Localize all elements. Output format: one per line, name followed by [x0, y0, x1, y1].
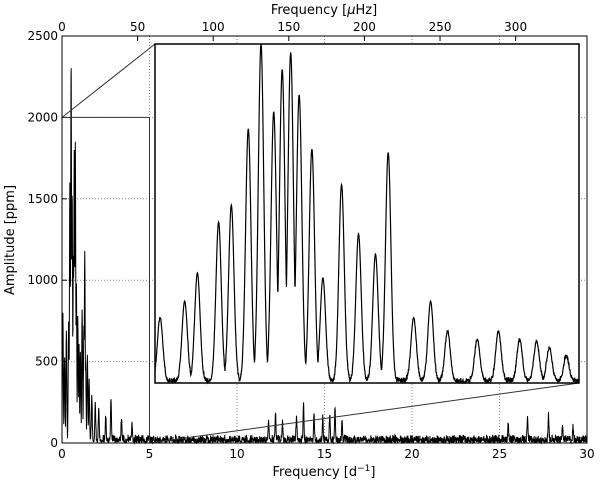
x-tick-label: 0 [58, 447, 66, 461]
top-axis-label: Frequency [µHz] [271, 3, 377, 18]
y-tick-label: 2500 [27, 29, 58, 43]
inset-layer [61, 43, 580, 444]
y-tick-label: 1000 [27, 273, 58, 287]
y-tick-label: 1500 [27, 192, 58, 206]
x-tick-label: 25 [492, 447, 507, 461]
top-x-tick-label: 250 [429, 20, 452, 34]
series-line-inset [154, 43, 580, 385]
inset-frame [154, 43, 580, 384]
x-tick-label: 15 [317, 447, 332, 461]
inset-background [155, 44, 579, 383]
top-x-tick-label: 200 [353, 20, 376, 34]
y-axis-label: Amplitude [ppm] [3, 185, 18, 295]
plot-frame [61, 35, 588, 444]
x-tick-label: 10 [229, 447, 244, 461]
x-tick-label: 30 [579, 447, 594, 461]
top-x-tick-label: 150 [277, 20, 300, 34]
y-tick-label: 0 [50, 436, 58, 450]
zoom-connector-top [61, 43, 156, 118]
y-tick-label: 2000 [27, 110, 58, 124]
top-x-tick-label: 300 [504, 20, 527, 34]
x-axis-label: Frequency [d−1] [273, 464, 376, 480]
top-x-tick-label: 0 [58, 20, 66, 34]
top-x-tick-label: 100 [202, 20, 225, 34]
x-tick-label: 5 [146, 447, 154, 461]
y-tick-label: 500 [35, 355, 58, 369]
x-tick-label: 20 [404, 447, 419, 461]
top-x-tick-label: 50 [130, 20, 145, 34]
zoom-connector-bottom [149, 382, 580, 444]
